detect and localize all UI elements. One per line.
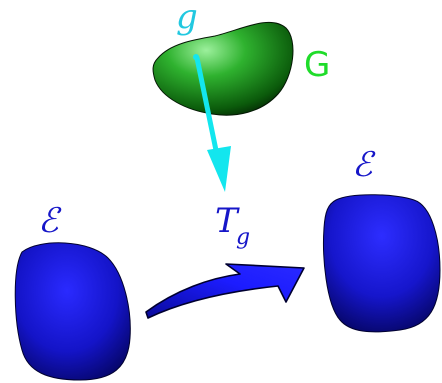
transformation-arrow [145, 263, 305, 319]
transform-label-main: T [215, 201, 240, 241]
group-action-arrow [194, 55, 231, 192]
group-element-label: g [176, 0, 198, 37]
left-space-blob [14, 242, 131, 381]
right-space-label: ℰ [352, 145, 376, 185]
right-space-blob [323, 194, 441, 333]
group-label: G [304, 45, 330, 85]
group-blob [152, 22, 294, 116]
transform-label-subscript: g [236, 225, 250, 250]
group-element-dot [193, 54, 199, 60]
transform-label: T g [215, 201, 250, 250]
left-space-label: ℰ [38, 201, 62, 241]
